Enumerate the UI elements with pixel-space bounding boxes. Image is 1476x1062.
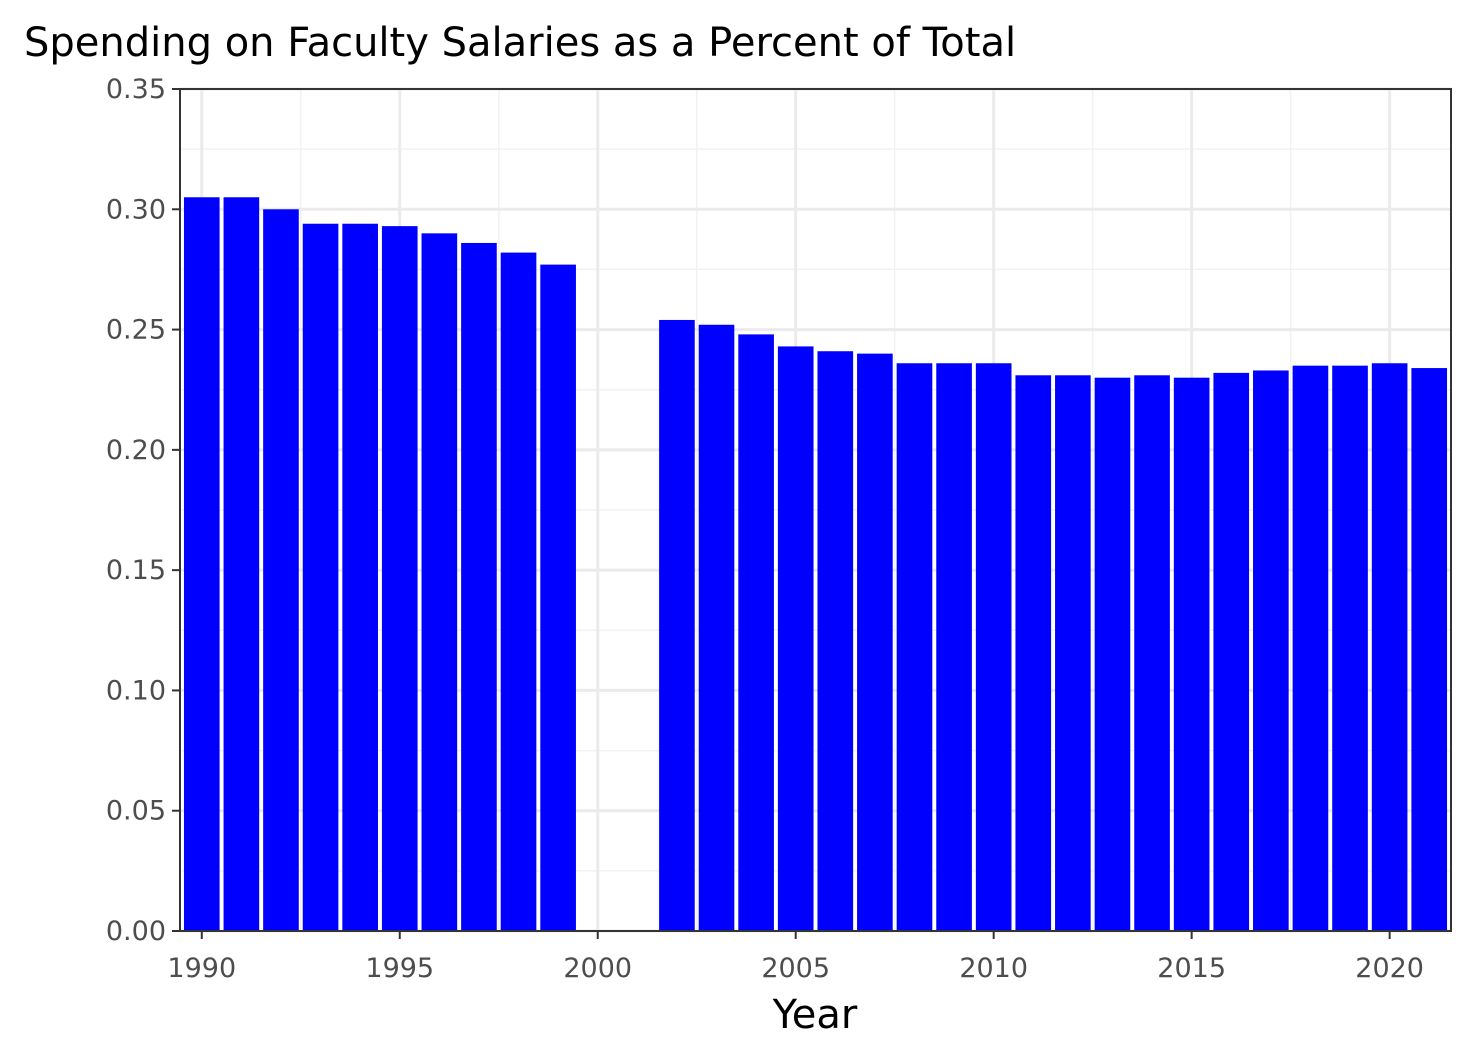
bar-2011 (1015, 375, 1052, 931)
bar-2021 (1411, 368, 1448, 931)
x-axis: 1990 1995 2000 2005 2010 2015 2020 (167, 931, 1424, 984)
chart-title: Spending on Faculty Salaries as a Percen… (24, 20, 1016, 66)
bar-2004 (738, 334, 774, 932)
bar-2018 (1292, 365, 1329, 932)
bar-1991 (223, 197, 260, 931)
bar-2019 (1332, 365, 1368, 932)
plot-panel-border (179, 88, 1452, 932)
bar-2006 (817, 351, 854, 931)
x-tick-label: 2000 (563, 953, 632, 984)
bar-2007 (857, 353, 893, 932)
x-tick-label: 1995 (365, 953, 434, 984)
bar-1993 (302, 223, 339, 932)
bar-1997 (461, 242, 497, 932)
x-tick-label: 2020 (1355, 953, 1424, 984)
bar-2009 (936, 363, 972, 931)
bar-1998 (500, 252, 537, 932)
bars (183, 197, 1448, 932)
bar-2013 (1094, 377, 1131, 932)
x-tick-label: 2005 (761, 953, 830, 984)
x-tick-label: 2010 (959, 953, 1028, 984)
bar-1994 (342, 223, 378, 932)
y-tick-label: 0.30 (106, 194, 166, 225)
bar-2003 (698, 324, 735, 931)
y-tick-label: 0.00 (106, 916, 166, 947)
y-axis: 0.00 0.05 0.10 0.15 0.20 0.25 0.30 0.35 (106, 74, 180, 947)
x-tick-label: 1990 (167, 953, 236, 984)
bar-2014 (1134, 375, 1170, 931)
bar-2015 (1173, 377, 1210, 932)
bar-2005 (777, 346, 814, 931)
bar-2010 (975, 363, 1012, 931)
bar-1996 (421, 233, 458, 932)
y-tick-label: 0.25 (106, 315, 166, 346)
bar-1990 (183, 197, 220, 931)
bar-1992 (263, 209, 299, 932)
y-tick-label: 0.20 (106, 435, 166, 466)
y-tick-label: 0.05 (106, 796, 166, 827)
bar-1995 (381, 226, 418, 931)
y-tick-label: 0.15 (106, 555, 166, 586)
x-axis-title: Year (772, 992, 858, 1038)
bar-2017 (1253, 370, 1289, 931)
bar-1999 (540, 264, 576, 931)
bar-2016 (1213, 372, 1250, 932)
bar-2008 (896, 363, 933, 931)
y-tick-label: 0.35 (106, 74, 166, 105)
bar-2020 (1371, 363, 1408, 931)
bar-2012 (1055, 375, 1091, 931)
x-tick-label: 2015 (1157, 953, 1226, 984)
bar-2002 (659, 319, 695, 931)
y-tick-label: 0.10 (106, 675, 166, 706)
